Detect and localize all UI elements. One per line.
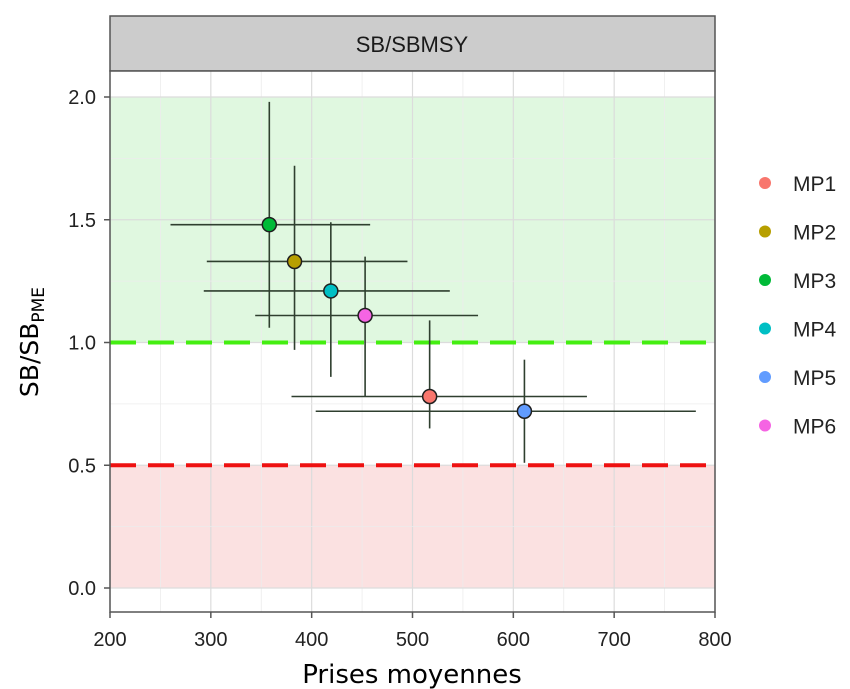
y-axis-title-subscript: PME [29, 287, 49, 323]
legend-key-mp3 [759, 274, 771, 286]
legend-label-mp6: MP6 [793, 416, 836, 439]
legend-key-mp1 [759, 177, 771, 189]
y-tick-label: 0.5 [68, 455, 96, 477]
y-tick-label: 2.0 [68, 87, 96, 109]
x-axis-title: Prises moyennes [302, 660, 522, 689]
legend-key-mp5 [759, 371, 771, 383]
x-tick-label: 700 [597, 629, 630, 651]
x-axis: 200 300 400 500 600 700 800 [93, 612, 732, 651]
y-axis-title-main: SB/SB [15, 323, 44, 397]
y-axis: 0.0 0.5 1.0 1.5 2.0 [68, 87, 110, 600]
point-layer [261, 216, 533, 419]
reference-line-layer [110, 340, 715, 468]
x-tick-label: 800 [698, 629, 731, 651]
point-mp2 [286, 253, 303, 270]
point-mp6 [357, 307, 373, 324]
x-tick-label: 200 [93, 629, 126, 651]
x-tick-label: 500 [396, 629, 429, 651]
y-tick-label: 0.0 [68, 578, 96, 600]
y-tick-label: 1.0 [68, 333, 96, 355]
point-mp3 [261, 216, 278, 233]
legend-label-mp2: MP2 [793, 222, 836, 245]
legend: MP1 MP2 MP3 MP4 MP5 MP6 [759, 173, 837, 439]
legend-label-mp3: MP3 [793, 270, 836, 293]
facet-title: SB/SBMSY [356, 32, 469, 57]
point-mp4 [323, 283, 339, 299]
legend-label-mp4: MP4 [793, 319, 837, 342]
legend-label-mp5: MP5 [793, 367, 836, 390]
y-tick-label: 1.5 [68, 210, 96, 232]
x-tick-label: 300 [194, 629, 227, 651]
legend-label-mp1: MP1 [793, 173, 836, 196]
facet-strip [109, 15, 716, 72]
x-tick-label: 600 [497, 629, 530, 651]
point-mp1 [421, 388, 438, 405]
point-mp5 [516, 403, 533, 419]
legend-key-mp6 [759, 419, 771, 432]
legend-key-mp4 [759, 322, 771, 335]
x-tick-label: 400 [295, 629, 328, 651]
legend-key-mp2 [759, 225, 771, 238]
y-axis-title: SB/SBPME [15, 287, 49, 397]
